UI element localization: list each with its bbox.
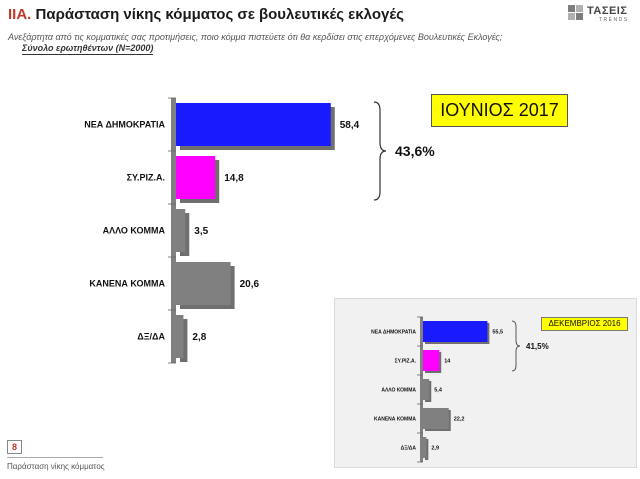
bar [176,209,186,252]
data-label: 2,8 [192,332,206,343]
category-label: ΔΞ/ΔΑ [401,445,417,451]
brace-total-label: 43,6% [395,143,435,159]
category-label: ΔΞ/ΔΑ [137,332,165,342]
data-label: 14 [444,358,451,364]
data-label: 58,4 [340,120,360,131]
page-title: ΙΙΑ. Παράσταση νίκης κόμματος σε βουλευτ… [8,6,404,23]
data-label: 55,5 [492,329,503,335]
main-period-badge: ΙΟΥΝΙΟΣ 2017 [431,94,568,127]
bar [176,315,184,358]
bar [423,321,488,342]
brand-logo: ΤΑΣΕΙΣ TRENDS [567,4,635,26]
brace [373,101,387,201]
bar [423,408,449,429]
data-label: 20,6 [240,279,260,290]
section-number: ΙΙΑ. [8,6,32,23]
category-label: ΚΑΝΕΝΑ ΚΟΜΜΑ [89,279,165,289]
sample-base-note: Σύνολο ερωτηθέντων (Ν=2000) [22,43,154,55]
bar [176,103,331,146]
bar [423,350,440,371]
inset-period-badge: ΔΕΚΕΜΒΡΙΟΣ 2016 [541,317,628,331]
data-label: 5,4 [434,387,443,393]
footer-caption: Παράσταση νίκης κόμματος [7,462,105,471]
chart-axis [420,317,423,462]
page-number: 8 [7,440,22,454]
bar [423,379,430,400]
logo-mark-icon [568,5,583,20]
bar [176,156,216,199]
data-label: 2,9 [431,445,439,451]
bar [176,262,231,305]
inset-panel: ΝΕΑ ΔΗΜΟΚΡΑΤΙΑ 55,5 ΣΥ.ΡΙΖ.Α. 14 ΑΛΛΟ ΚΟΜΜΑ 5… [334,298,637,468]
data-label: 3,5 [194,226,208,237]
title-text: Παράσταση νίκης κόμματος σε βουλευτικές … [35,6,404,23]
question-text: Ανεξάρτητα από τις κομματικές σας προτιμ… [8,32,503,42]
logo-subtitle: TRENDS [599,17,629,23]
footer-divider [7,457,103,458]
inset-bar-chart: ΝΕΑ ΔΗΜΟΚΡΑΤΙΑ 55,5 ΣΥ.ΡΙΖ.Α. 14 ΑΛΛΟ ΚΟΜΜΑ 5… [371,316,549,463]
bar [423,437,427,458]
category-label: ΑΛΛΟ ΚΟΜΜΑ [103,226,166,236]
bar-shadow [425,439,429,460]
category-label: ΑΛΛΟ ΚΟΜΜΑ [381,387,416,393]
logo-name: ΤΑΣΕΙΣ [587,5,628,17]
category-label: ΝΕΑ ΔΗΜΟΚΡΑΤΙΑ [371,329,416,335]
category-label: ΣΥ.ΡΙΖ.Α. [395,358,417,364]
bar-shadow [180,319,188,362]
brace [511,320,521,372]
chart-axis [171,98,176,363]
brace-total-label: 41,5% [526,342,549,351]
data-label: 14,8 [224,173,244,184]
data-label: 22,2 [454,416,465,422]
category-label: ΝΕΑ ΔΗΜΟΚΡΑΤΙΑ [84,120,165,130]
category-label: ΣΥ.ΡΙΖ.Α. [127,173,165,183]
category-label: ΚΑΝΕΝΑ ΚΟΜΜΑ [374,416,416,422]
